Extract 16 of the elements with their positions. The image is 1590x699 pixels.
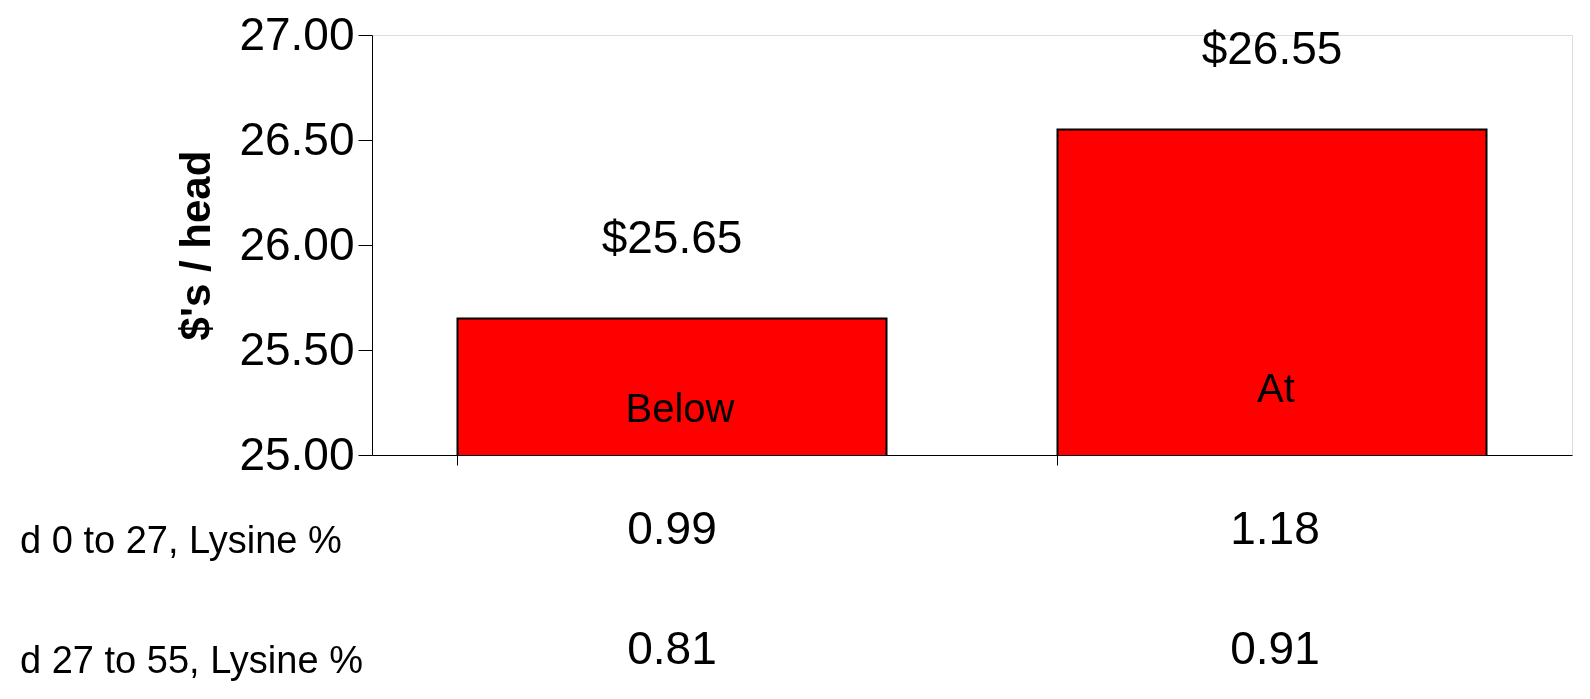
text: 0.99 [627, 502, 717, 554]
text: d 27 to 55, Lysine % [20, 639, 363, 681]
text: 0.91 [1230, 622, 1320, 674]
y-tick-label: 26.50 [239, 112, 355, 165]
text: d 0 to 27, Lysine % [20, 519, 342, 561]
y-tick-label: 26.00 [239, 217, 355, 270]
text: 0.81 [627, 622, 717, 674]
annotation: Below [625, 386, 735, 430]
y-axis-title: $'s / head [172, 150, 220, 341]
annotation: At [1257, 366, 1295, 410]
y-tick-label: 25.00 [239, 427, 355, 480]
y-tick-label: 27.00 [239, 7, 355, 60]
text: 1.18 [1230, 502, 1320, 554]
data-label: $25.65 [601, 210, 743, 263]
data-label: $26.55 [1201, 21, 1343, 74]
y-tick-label: 25.50 [239, 322, 355, 375]
